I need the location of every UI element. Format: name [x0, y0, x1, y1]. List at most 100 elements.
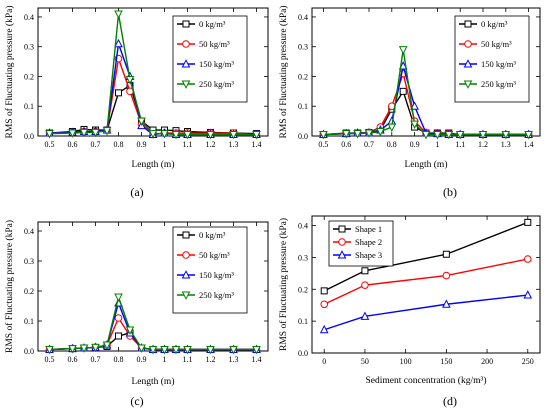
data-point	[252, 131, 261, 140]
data-point	[433, 131, 442, 140]
x-tick-label: 0.8	[114, 355, 124, 364]
legend-entry: 0 kg/m³	[481, 19, 508, 29]
data-point	[102, 127, 112, 136]
x-tick-label: 1.1	[183, 140, 193, 149]
data-point	[442, 271, 451, 280]
y-tick-label: 0.0	[298, 349, 308, 358]
x-tick-label: 1.1	[455, 140, 465, 149]
x-tick-label: 0.7	[91, 355, 101, 364]
data-point	[398, 46, 408, 55]
legend-marker	[463, 80, 473, 89]
data-point	[183, 131, 192, 140]
data-point	[444, 131, 454, 140]
x-tick-label: 1.3	[229, 140, 239, 149]
data-point	[421, 131, 431, 140]
data-point	[114, 314, 123, 322]
data-point	[115, 89, 122, 97]
data-point	[319, 131, 328, 140]
legend-entry: 0 kg/m³	[199, 230, 226, 240]
data-point	[206, 131, 215, 140]
x-tick-label: 0.7	[91, 140, 101, 149]
data-point	[360, 311, 370, 320]
data-point	[148, 130, 158, 139]
x-tick-label: 250	[522, 357, 534, 366]
data-point	[114, 10, 123, 19]
legend-box	[454, 15, 530, 103]
data-point	[501, 131, 511, 140]
legend-marker	[181, 80, 191, 89]
legend-marker	[464, 20, 472, 28]
data-point	[171, 346, 181, 355]
y-tick-label: 0.4	[298, 222, 308, 231]
legend-marker	[463, 59, 473, 68]
y-tick-label: 0.2	[298, 72, 308, 81]
legend-entry: 250 kg/m³	[199, 79, 234, 89]
legend-box	[172, 15, 248, 103]
y-tick-label: 0.3	[24, 257, 34, 266]
x-tick-label: 1	[435, 140, 439, 149]
data-point	[455, 131, 465, 140]
y-tick-label: 0.4	[298, 13, 308, 22]
y-tick-label: 0.0	[24, 132, 34, 141]
data-point	[115, 332, 122, 340]
data-point	[102, 341, 112, 350]
series-line	[323, 294, 528, 331]
series-line	[323, 221, 529, 292]
x-tick-label: 0	[322, 357, 326, 366]
data-point	[399, 87, 407, 95]
data-point	[524, 218, 532, 226]
data-point	[79, 128, 89, 138]
x-tick-label: 0.7	[364, 140, 374, 149]
x-tick-label: 50	[361, 357, 369, 366]
x-tick-label: 1	[163, 140, 167, 149]
data-point	[68, 129, 77, 138]
panel-label: (b)	[443, 185, 457, 199]
x-tick-label: 0.9	[410, 140, 420, 149]
panel-label: (a)	[130, 185, 143, 199]
x-tick-label: 0.6	[68, 355, 78, 364]
legend-box	[172, 226, 248, 314]
x-axis-title: Length (m)	[404, 159, 447, 170]
y-tick-label: 0.4	[24, 13, 34, 22]
data-point	[137, 344, 146, 353]
data-point	[524, 131, 533, 140]
legend-entry: 150 kg/m³	[481, 59, 516, 69]
x-tick-label: 1.2	[206, 140, 216, 149]
series-3	[45, 10, 261, 140]
data-point	[523, 290, 533, 299]
x-tick-label: 1.4	[252, 355, 262, 364]
x-tick-label: 0.9	[137, 355, 147, 364]
data-point	[361, 281, 369, 289]
x-tick-label: 1	[163, 355, 167, 364]
y-tick-label: 0.4	[24, 227, 34, 236]
y-axis-title: RMS of Fluctuating pressure (kPa)	[4, 6, 15, 139]
legend-marker	[337, 250, 347, 259]
x-tick-label: 1.3	[229, 355, 239, 364]
x-tick-label: 100	[400, 357, 412, 366]
legend-marker	[464, 40, 472, 48]
data-point	[478, 131, 488, 140]
data-point	[442, 299, 451, 308]
x-tick-label: 1.4	[524, 140, 534, 149]
data-point	[376, 128, 385, 137]
data-point	[353, 130, 362, 139]
data-point	[114, 38, 123, 48]
legend-entry: 50 kg/m³	[199, 250, 230, 260]
legend-entry: 250 kg/m³	[199, 290, 234, 300]
x-tick-label: 0.6	[68, 140, 78, 149]
y-tick-label: 0.0	[298, 132, 308, 141]
data-point	[410, 120, 419, 129]
chart-panel-c: 0.0 0.1 0.2 0.3 0.4 0.5 0.6 0.7 0.8 0.9 1 1.1 1.2 1.3…	[4, 220, 269, 408]
series-1	[320, 255, 532, 309]
y-tick-label: 0.0	[24, 347, 34, 356]
x-tick-label: 1.4	[252, 140, 262, 149]
x-tick-label: 1.2	[206, 355, 216, 364]
data-point	[45, 346, 54, 355]
series-3	[45, 293, 261, 355]
data-point	[364, 129, 374, 138]
data-point	[320, 300, 329, 309]
legend-marker	[181, 59, 191, 68]
legend-entry: Shape 3	[355, 250, 382, 260]
legend-marker	[338, 225, 346, 233]
